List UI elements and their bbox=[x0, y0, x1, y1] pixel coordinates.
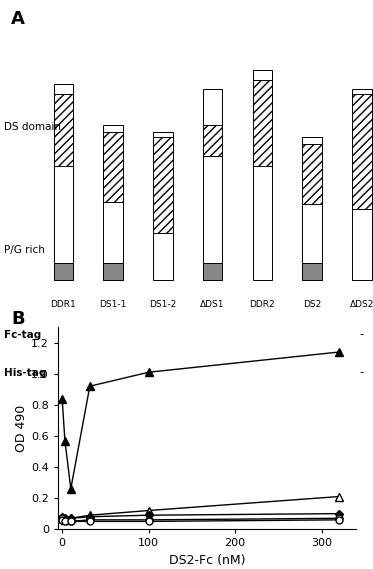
Bar bbox=[203, 125, 222, 156]
Text: -: - bbox=[111, 328, 115, 341]
Bar bbox=[153, 137, 173, 233]
Text: DS domain: DS domain bbox=[4, 122, 61, 133]
Text: +: + bbox=[208, 366, 217, 380]
Bar bbox=[103, 263, 123, 281]
Bar bbox=[54, 94, 73, 166]
Text: +: + bbox=[108, 366, 118, 380]
Text: +: + bbox=[307, 366, 317, 380]
Bar bbox=[103, 132, 123, 201]
Bar bbox=[303, 263, 322, 281]
Bar bbox=[352, 94, 372, 209]
Text: -: - bbox=[260, 328, 264, 341]
Text: +: + bbox=[158, 366, 168, 380]
Text: B: B bbox=[11, 310, 25, 328]
Bar bbox=[303, 137, 322, 281]
Text: DDR1: DDR1 bbox=[50, 299, 76, 308]
Text: DS1-1: DS1-1 bbox=[100, 299, 127, 308]
Text: -: - bbox=[360, 328, 364, 341]
Y-axis label: OD 490: OD 490 bbox=[15, 405, 28, 452]
Bar bbox=[352, 89, 372, 281]
Text: P/G rich: P/G rich bbox=[4, 245, 45, 255]
Text: -: - bbox=[161, 328, 165, 341]
Bar bbox=[153, 132, 173, 281]
Text: A: A bbox=[11, 10, 25, 27]
Text: Fc-tag: Fc-tag bbox=[4, 329, 41, 340]
Text: DS1-2: DS1-2 bbox=[149, 299, 176, 308]
Text: ΔDS1: ΔDS1 bbox=[200, 299, 225, 308]
Bar bbox=[54, 263, 73, 281]
Bar bbox=[253, 80, 272, 166]
Text: +: + bbox=[208, 328, 217, 341]
X-axis label: DS2-Fc (nM): DS2-Fc (nM) bbox=[169, 554, 245, 567]
Bar bbox=[103, 125, 123, 281]
Bar bbox=[253, 70, 272, 281]
Bar bbox=[54, 84, 73, 281]
Bar bbox=[54, 84, 73, 94]
Text: DDR2: DDR2 bbox=[250, 299, 275, 308]
Text: -: - bbox=[360, 366, 364, 380]
Text: ΔDS2: ΔDS2 bbox=[350, 299, 373, 308]
Bar bbox=[253, 70, 272, 80]
Text: +: + bbox=[307, 328, 317, 341]
Bar bbox=[203, 263, 222, 281]
Text: DS2: DS2 bbox=[303, 299, 321, 308]
Text: +: + bbox=[59, 366, 68, 380]
Bar bbox=[303, 144, 322, 204]
Text: +: + bbox=[257, 366, 267, 380]
Bar bbox=[203, 89, 222, 281]
Text: +: + bbox=[59, 328, 68, 341]
Text: His-tag: His-tag bbox=[4, 368, 46, 378]
